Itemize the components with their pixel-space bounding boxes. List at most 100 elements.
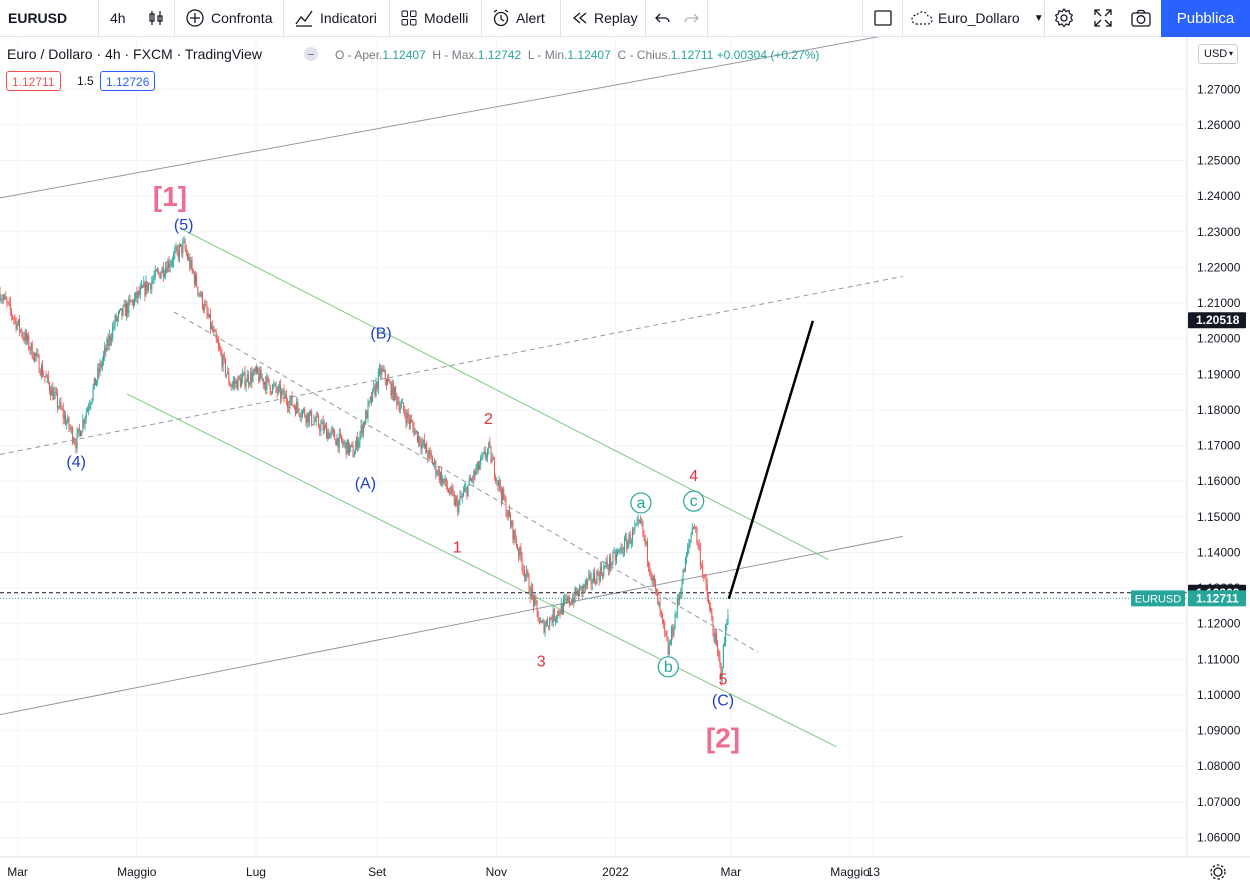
- layout-button[interactable]: Euro_Dollaro ▼: [910, 0, 1044, 36]
- candle-body: [538, 621, 540, 623]
- candle-body: [717, 642, 719, 652]
- candle-body: [14, 318, 16, 320]
- fullscreen-button[interactable]: [1093, 0, 1113, 36]
- compare-button[interactable]: Confronta: [185, 0, 272, 36]
- candle-body: [136, 292, 138, 299]
- candle-body: [245, 382, 247, 387]
- candle-body: [284, 394, 286, 398]
- candle-body: [551, 619, 553, 623]
- divider: [707, 0, 708, 36]
- rewind-icon: [572, 12, 587, 24]
- candle-body: [55, 392, 57, 394]
- candle-body: [676, 598, 678, 614]
- alert-button[interactable]: Alert: [491, 0, 545, 36]
- price-tick-label: 1.09000: [1197, 724, 1241, 738]
- currency-select[interactable]: USD ▾: [1198, 44, 1238, 64]
- candle-body: [134, 297, 136, 306]
- candle-body: [420, 444, 422, 449]
- price-tick-label: 1.25000: [1197, 154, 1241, 168]
- time-axis[interactable]: [0, 857, 1250, 888]
- fullscreen-select-button[interactable]: [873, 0, 893, 36]
- candle-body: [92, 387, 94, 399]
- candle-body: [637, 520, 639, 522]
- snapshot-button[interactable]: [1130, 0, 1152, 36]
- candle-body: [523, 570, 525, 577]
- candle-body: [292, 405, 294, 407]
- candle-body: [360, 425, 362, 434]
- minus-icon: [308, 53, 314, 55]
- candle-body: [61, 408, 63, 410]
- time-tick-label: Maggio: [117, 865, 157, 879]
- candle-body: [184, 241, 186, 250]
- cloud-icon: [911, 11, 933, 25]
- candle-body: [81, 431, 83, 437]
- candle-body: [137, 291, 139, 299]
- candle-body: [625, 538, 627, 540]
- price-tick-label: 1.15000: [1197, 510, 1241, 524]
- candle-body: [147, 283, 149, 291]
- candle-body: [472, 479, 474, 481]
- settings-gear-small[interactable]: [1210, 864, 1226, 880]
- candle-body: [203, 307, 205, 310]
- candle-body: [376, 381, 378, 389]
- candle-body: [347, 439, 349, 454]
- candle-body: [54, 392, 56, 393]
- templates-label: Modelli: [424, 10, 469, 26]
- buy-price-button[interactable]: 1.12726: [100, 71, 156, 91]
- candle-body: [664, 623, 666, 632]
- candle-body: [195, 275, 196, 284]
- candle-body: [514, 530, 516, 540]
- candle-body: [680, 593, 682, 595]
- candle-body: [566, 598, 568, 601]
- symbol-search[interactable]: EURUSD: [8, 10, 68, 26]
- replay-button[interactable]: Replay: [571, 0, 638, 36]
- candle-body: [618, 550, 620, 552]
- open-label: O - Aper.: [335, 48, 383, 62]
- candle-body: [228, 371, 230, 384]
- candle-body: [416, 430, 418, 442]
- interval-button[interactable]: 4h: [110, 10, 126, 26]
- candle-body: [37, 353, 39, 356]
- candle-body: [487, 449, 489, 457]
- candle-body: [667, 640, 669, 655]
- candle-body: [529, 592, 531, 598]
- templates-button[interactable]: Modelli: [400, 0, 468, 36]
- settings-button[interactable]: [1053, 0, 1075, 36]
- undo-button[interactable]: [654, 0, 672, 36]
- collapse-legend-button[interactable]: [304, 47, 318, 61]
- price-axis[interactable]: [1187, 37, 1250, 857]
- trend-line: [0, 275, 903, 455]
- candle-body: [569, 603, 571, 605]
- candle-body: [236, 380, 238, 390]
- candle-body: [450, 486, 452, 494]
- time-tick-label: Mar: [7, 865, 28, 879]
- candle-body: [712, 620, 714, 632]
- candle-body: [498, 480, 500, 486]
- candle-body: [469, 478, 471, 481]
- candle-body: [161, 267, 163, 274]
- candle-body: [554, 618, 556, 621]
- indicators-button[interactable]: Indicatori: [294, 0, 377, 36]
- candle-body: [255, 366, 257, 372]
- compare-label: Confronta: [211, 10, 273, 26]
- redo-button[interactable]: [682, 0, 700, 36]
- candle-body: [665, 631, 667, 636]
- publish-button[interactable]: Pubblica: [1161, 0, 1250, 37]
- candle-body: [145, 281, 147, 296]
- candle-body: [177, 249, 179, 258]
- candle-body: [380, 368, 382, 375]
- price-label-text: 1.12711: [1196, 591, 1239, 605]
- candle-body: [303, 409, 305, 411]
- chart-style-button[interactable]: [146, 0, 166, 36]
- candle-body: [34, 353, 35, 360]
- candle-body: [641, 521, 643, 523]
- candle-body: [44, 376, 46, 378]
- candle-body: [489, 442, 491, 447]
- candle-body: [586, 580, 587, 585]
- candle-body: [454, 498, 456, 505]
- sell-price-button[interactable]: 1.12711: [6, 71, 61, 91]
- candle-body: [287, 401, 288, 408]
- candle-body: [419, 436, 421, 445]
- divider: [902, 0, 903, 36]
